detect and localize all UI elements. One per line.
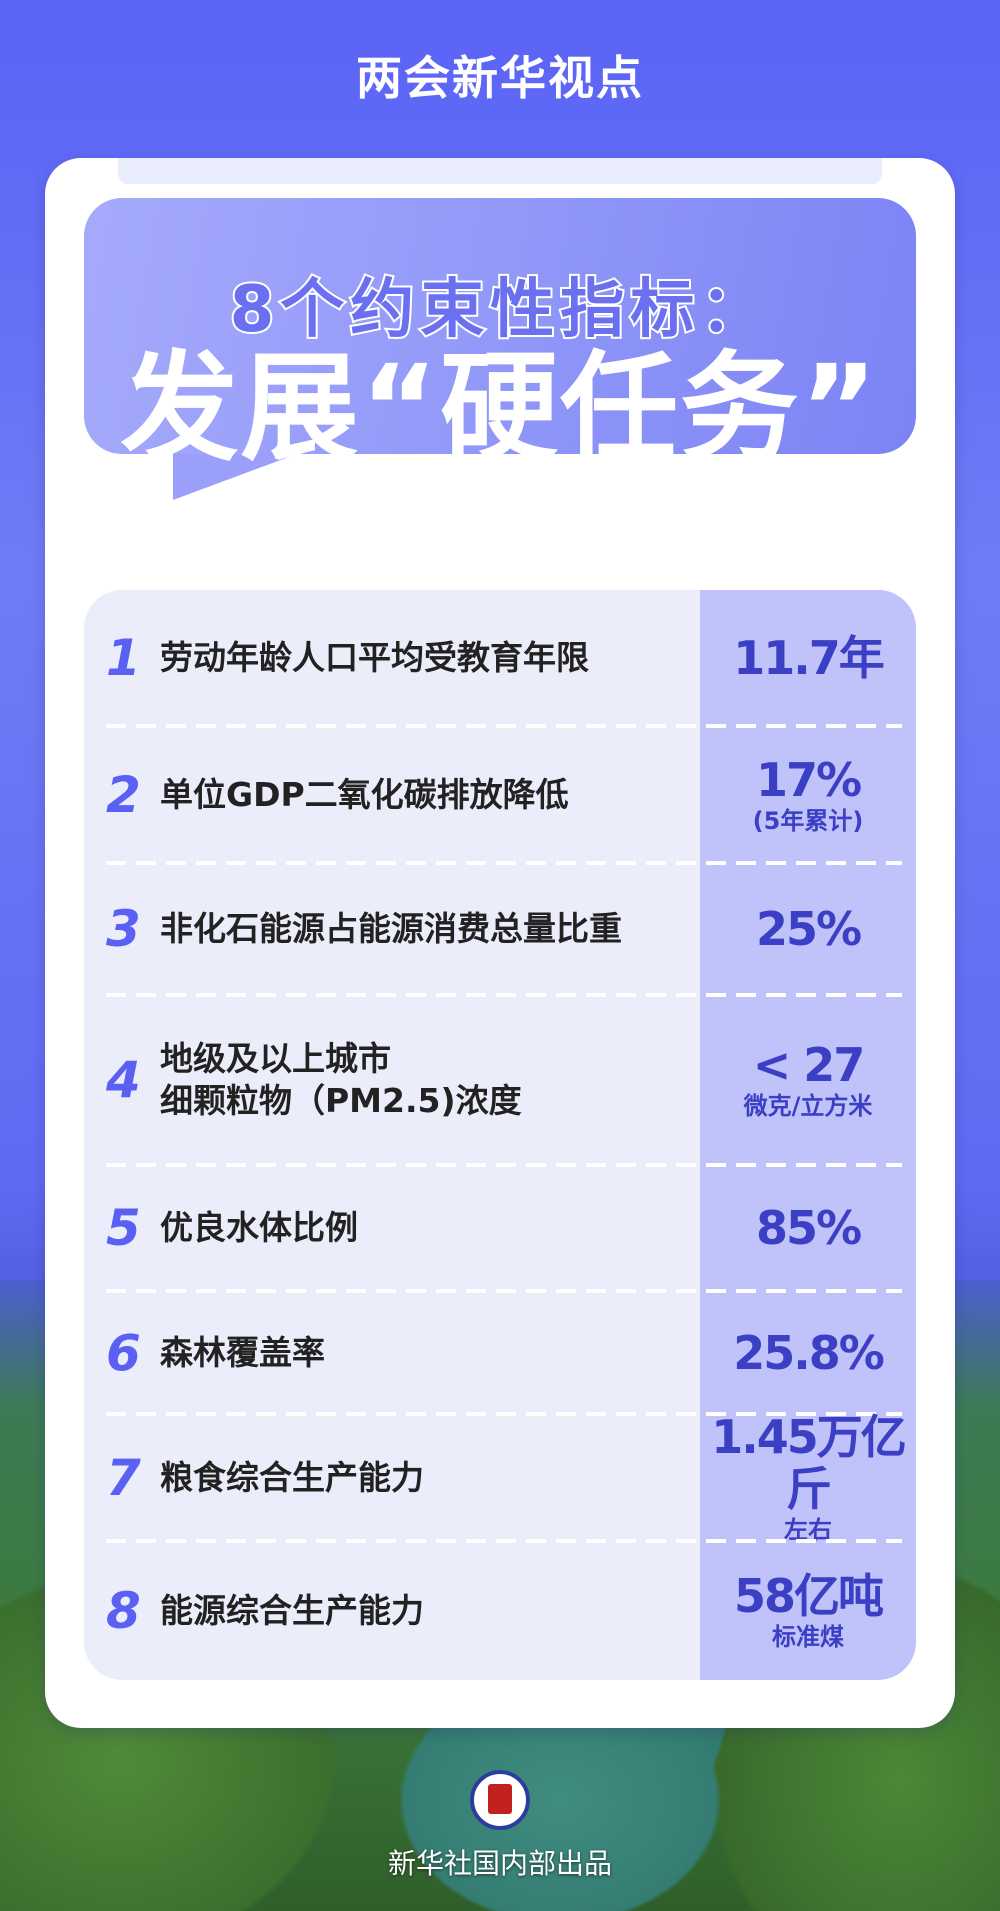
indicator-number: 1 xyxy=(106,629,141,687)
indicator-label: 优良水体比例 xyxy=(160,1208,358,1247)
value-main: 17% xyxy=(755,752,862,807)
indicator-number: 7 xyxy=(106,1448,141,1507)
indicator-value: 85% xyxy=(700,1202,916,1254)
footer-credit: 新华社国内部出品 xyxy=(387,1847,612,1880)
value-main: 85% xyxy=(755,1201,862,1255)
value-note: 左右 xyxy=(784,1515,832,1544)
indicator-row: 3 非化石能源占能源消费总量比重 25% xyxy=(84,863,916,997)
value-column xyxy=(700,590,916,1680)
value-note: 标准煤 xyxy=(772,1622,844,1651)
dashed-divider xyxy=(106,724,902,728)
dashed-divider xyxy=(106,1289,902,1293)
value-note: (5年累计) xyxy=(752,806,864,835)
indicator-row: 6 森林覆盖率 25.8% xyxy=(84,1291,916,1416)
indicator-row: 8 能源综合生产能力 58亿吨 标准煤 xyxy=(84,1541,916,1680)
banner-subtitle: 8个约束性指标： xyxy=(228,271,771,349)
indicator-label: 单位GDP二氧化碳排放降低 xyxy=(160,774,569,814)
indicator-row: 2 单位GDP二氧化碳排放降低 17% (5年累计) xyxy=(84,726,916,865)
card-tab-decoration xyxy=(118,158,882,184)
value-main: < 27 xyxy=(752,1038,866,1092)
indicator-number: 3 xyxy=(106,900,141,958)
title-banner: 8个约束性指标： 发展“硬任务” xyxy=(84,198,916,477)
value-main: 1.45万亿斤 xyxy=(711,1409,907,1516)
value-main: 58亿吨 xyxy=(733,1568,884,1623)
indicator-value: 17% (5年累计) xyxy=(700,754,916,836)
indicator-table: 1 劳动年龄人口平均受教育年限 11.7年 2 单位GDP二氧化碳排放降低 17… xyxy=(84,590,916,1680)
indicator-row: 5 优良水体比例 85% xyxy=(84,1165,916,1293)
indicator-value: 1.45万亿斤 左右 xyxy=(700,1411,916,1545)
content-card: 8个约束性指标： 发展“硬任务” 1 劳动年龄人口平均受教育年限 11.7年 2… xyxy=(45,158,955,1728)
value-main: 25.8% xyxy=(733,1325,885,1380)
dashed-divider xyxy=(106,861,902,865)
indicator-value: 25.8% xyxy=(700,1327,916,1379)
dashed-divider xyxy=(106,1412,902,1416)
value-note: 微克/立方米 xyxy=(743,1092,873,1120)
indicator-label: 非化石能源占能源消费总量比重 xyxy=(160,909,622,948)
indicator-value: < 27 微克/立方米 xyxy=(700,1039,916,1121)
value-main: 11.7年 xyxy=(733,631,885,685)
indicator-row: 1 劳动年龄人口平均受教育年限 11.7年 xyxy=(84,590,916,728)
indicator-row: 4 地级及以上城市 细颗粒物（PM2.5)浓度 < 27 微克/立方米 xyxy=(84,995,916,1167)
indicator-number: 8 xyxy=(106,1581,141,1640)
dashed-divider xyxy=(106,1163,902,1167)
indicator-number: 6 xyxy=(106,1323,141,1382)
indicator-row: 7 粮食综合生产能力 1.45万亿斤 左右 xyxy=(84,1411,916,1544)
indicator-value: 25% xyxy=(700,903,916,955)
indicator-number: 2 xyxy=(106,765,141,824)
indicator-value: 58亿吨 标准煤 xyxy=(700,1570,916,1652)
indicator-number: 4 xyxy=(106,1051,141,1109)
indicator-label: 地级及以上城市 细颗粒物（PM2.5)浓度 xyxy=(160,1039,522,1120)
indicator-label: 能源综合生产能力 xyxy=(160,1590,424,1630)
indicator-number: 5 xyxy=(106,1199,141,1257)
indicator-value: 11.7年 xyxy=(700,632,916,684)
dashed-divider xyxy=(106,993,902,997)
indicator-label: 粮食综合生产能力 xyxy=(160,1457,424,1497)
indicator-label: 劳动年龄人口平均受教育年限 xyxy=(160,638,589,677)
banner-title: 发展“硬任务” xyxy=(120,339,880,477)
xinhua-logo xyxy=(470,1770,530,1830)
speech-bubble-tail xyxy=(173,448,313,500)
value-main: 25% xyxy=(755,902,862,956)
page-header: 两会新华视点 xyxy=(356,51,644,105)
dashed-divider xyxy=(106,1539,902,1543)
indicator-label: 森林覆盖率 xyxy=(160,1332,325,1372)
